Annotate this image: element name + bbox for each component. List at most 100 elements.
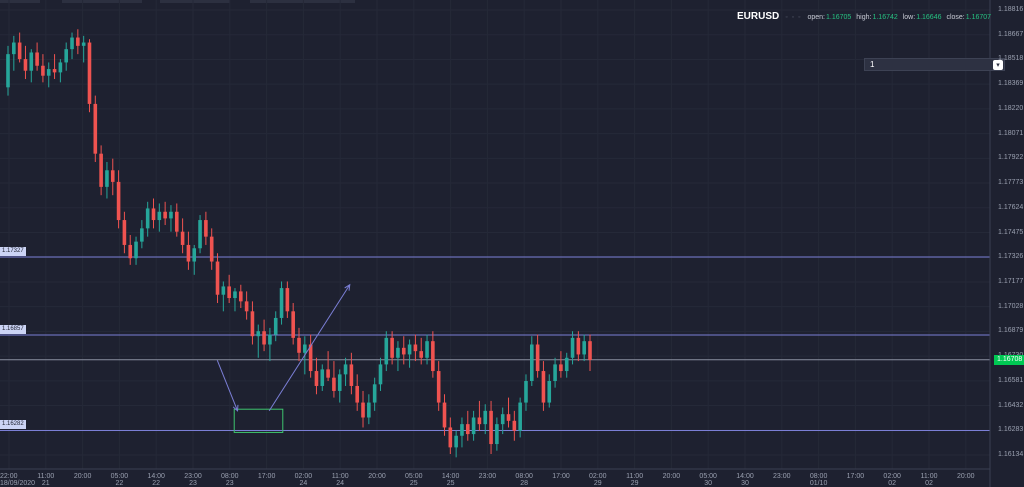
candle-body — [233, 291, 237, 299]
time-tick-label: 20:00 — [63, 473, 103, 480]
price-tick-label: 1.18816 — [998, 6, 1024, 13]
time-tick-time: 05:00 — [405, 473, 423, 480]
candle-body — [273, 317, 278, 335]
horizontal-line-label: 1.17327 — [0, 247, 26, 257]
candle-body — [87, 42, 92, 104]
low-label: low: — [902, 14, 916, 21]
time-tick-label: 05:00 25 — [394, 473, 434, 487]
candle-body — [512, 420, 517, 431]
candle-body — [489, 410, 493, 445]
toolbar-strip — [0, 0, 990, 3]
time-tick-date: 28 — [520, 480, 529, 487]
candle-body — [198, 220, 202, 249]
time-tick-time: 02:00 — [883, 473, 901, 480]
interval-select[interactable]: 1 ▾ — [864, 58, 1005, 71]
price-tick-label: 1.18369 — [998, 80, 1024, 88]
time-tick-time: 05:00 — [110, 473, 129, 480]
time-tick-date: 22 — [152, 480, 161, 487]
time-tick-date: 30 — [704, 480, 713, 487]
candle-body — [495, 424, 499, 445]
time-tick-date: 24 — [336, 480, 345, 487]
time-tick-time: 08:00 — [221, 473, 239, 480]
price-tick-label: 1.17177 — [998, 277, 1024, 285]
candle-body — [6, 54, 10, 88]
time-tick-time: 11:00 — [626, 473, 644, 480]
candle-body — [367, 402, 371, 418]
high-value: 1.16742 — [872, 14, 898, 21]
time-tick-label: 05:00 30 — [688, 473, 728, 487]
time-tick-time: 17:00 — [846, 473, 865, 480]
candle-body — [431, 341, 435, 372]
time-tick-time: 20:00 — [368, 473, 386, 480]
candle-body — [105, 170, 109, 187]
time-tick-label: 11:00 02 — [909, 473, 949, 487]
time-tick-label: 02:00 02 — [872, 473, 912, 487]
projection-segment — [268, 284, 351, 412]
projection-drawing — [216, 283, 351, 433]
target-zone-box — [233, 408, 284, 433]
open-label: open: — [807, 14, 826, 21]
time-tick-label: 17:00 — [247, 473, 287, 480]
horizontal-line-label: 1.16282 — [0, 420, 26, 430]
candle-body — [349, 364, 354, 386]
time-tick-date: 30 — [741, 480, 749, 487]
candle-body — [378, 364, 383, 385]
chart-grid — [0, 0, 990, 469]
price-tick-label: 1.17922 — [998, 154, 1024, 162]
candle-body — [157, 211, 162, 221]
time-tick-label: 20:00 — [651, 473, 691, 480]
candle-body — [17, 42, 22, 60]
price-tick-label: 1.17326 — [998, 253, 1024, 261]
time-tick-label: 08:00 23 — [210, 473, 250, 487]
arrow-head-icon — [232, 404, 239, 412]
time-tick-date: 18/09/2020 — [0, 480, 36, 487]
candle-body — [76, 37, 80, 46]
close-value: 1.16707 — [965, 14, 992, 21]
candle-body — [355, 385, 359, 403]
time-tick-label: 23:00 23 — [173, 473, 213, 487]
candle-body — [390, 337, 394, 358]
time-tick-time: 20:00 — [957, 473, 975, 480]
candle-body — [553, 364, 557, 381]
time-tick-label: 14:00 30 — [725, 473, 765, 487]
candle-body — [506, 414, 511, 421]
candlestick-series — [6, 29, 592, 458]
candle-body — [93, 103, 98, 154]
candle-body — [81, 42, 86, 46]
candle-body — [524, 380, 528, 403]
candle-body — [448, 427, 453, 448]
candle-body — [535, 344, 540, 372]
candle-body — [477, 417, 482, 425]
open-value: 1.16705 — [826, 14, 852, 21]
candle-body — [564, 357, 569, 372]
candle-body — [518, 402, 522, 431]
time-tick-time: 08:00 — [809, 473, 828, 480]
time-tick-time: 22:00 — [0, 473, 18, 480]
candle-body — [145, 208, 150, 229]
time-tick-time: 23:00 — [478, 473, 497, 480]
candle-body — [308, 344, 313, 372]
time-tick-time: 02:00 — [589, 473, 607, 480]
candle-body — [442, 402, 447, 428]
time-tick-date: 02 — [925, 480, 933, 487]
candle-body — [425, 341, 429, 358]
candle-body — [174, 211, 179, 232]
candle-body — [471, 417, 476, 435]
time-tick-label: 17:00 — [541, 473, 581, 480]
time-tick-label: 14:00 22 — [136, 473, 176, 487]
chevron-down-icon[interactable]: ▾ — [993, 60, 1003, 70]
candle-body — [297, 337, 301, 353]
candle-body — [180, 231, 185, 245]
candle-body — [547, 380, 552, 403]
time-tick-label: 20:00 — [357, 473, 397, 480]
time-tick-time: 23:00 — [773, 473, 791, 480]
time-tick-date: 23 — [189, 480, 197, 487]
legend-dots-icon[interactable]: ◦ ◦ ◦ — [785, 14, 802, 21]
candle-body — [419, 351, 424, 358]
candle-body — [460, 424, 464, 436]
candle-body — [343, 364, 348, 375]
time-tick-time: 20:00 — [662, 473, 681, 480]
candle-body — [151, 208, 156, 221]
